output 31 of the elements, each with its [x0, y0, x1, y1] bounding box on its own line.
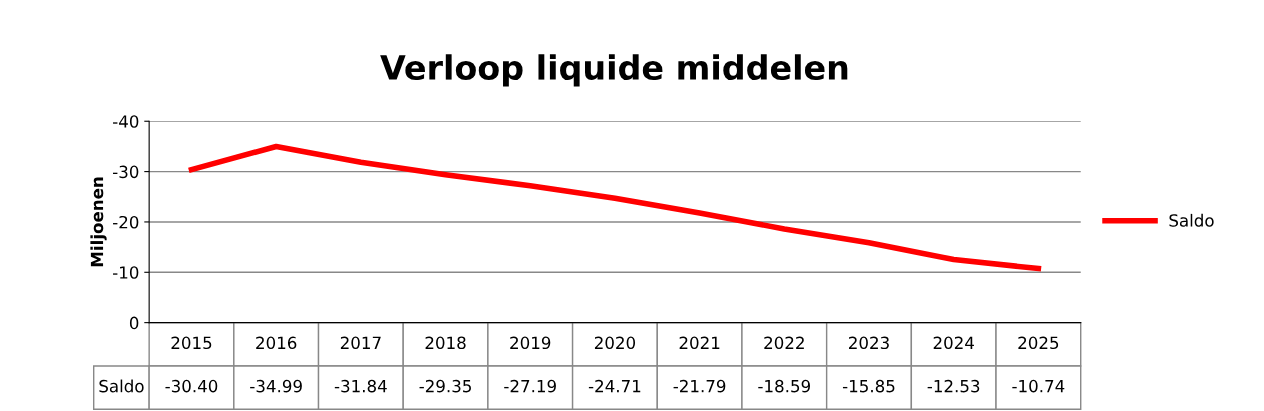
- data-label: -24.71: [588, 379, 641, 393]
- data-label: -12.53: [927, 379, 980, 393]
- y-tick-label: -40: [113, 115, 139, 128]
- text: Saldo: [99, 379, 144, 393]
- data-label: -21.79: [673, 379, 726, 393]
- data-label: -10.74: [1012, 379, 1065, 393]
- data-label: -27.19: [504, 379, 556, 393]
- data-label: -34.99: [250, 379, 302, 393]
- y-tick-label: -30: [113, 165, 139, 179]
- x-tick-label: 2024: [933, 336, 974, 350]
- data-label: -29.35: [419, 379, 471, 393]
- x-tick-label: 2018: [425, 336, 466, 350]
- x-tick-label: 2022: [764, 336, 804, 350]
- data-label: -15.85: [842, 379, 895, 393]
- y-tick-label: -20: [113, 215, 139, 229]
- x-tick-label: 2016: [256, 336, 297, 350]
- data-label: -18.59: [758, 379, 810, 393]
- y-axis-title: Miljoenen: [90, 177, 107, 267]
- y-tick-label: -10: [113, 266, 139, 279]
- data-label: -30.40: [165, 379, 218, 393]
- legend-label: Saldo: [1169, 213, 1214, 227]
- y-tick-label: 0: [129, 316, 139, 330]
- chart-title: Verloop liquide middelen: [380, 54, 848, 87]
- x-tick-label: 2017: [340, 336, 381, 350]
- x-tick-label: 2020: [594, 336, 636, 350]
- x-tick-label: 2023: [849, 336, 889, 350]
- x-tick-label: 2025: [1018, 336, 1059, 350]
- x-tick-label: 2015: [171, 336, 212, 350]
- x-tick-label: 2021: [679, 336, 720, 350]
- x-tick-label: 2019: [510, 336, 551, 350]
- data-label: -31.84: [334, 379, 387, 393]
